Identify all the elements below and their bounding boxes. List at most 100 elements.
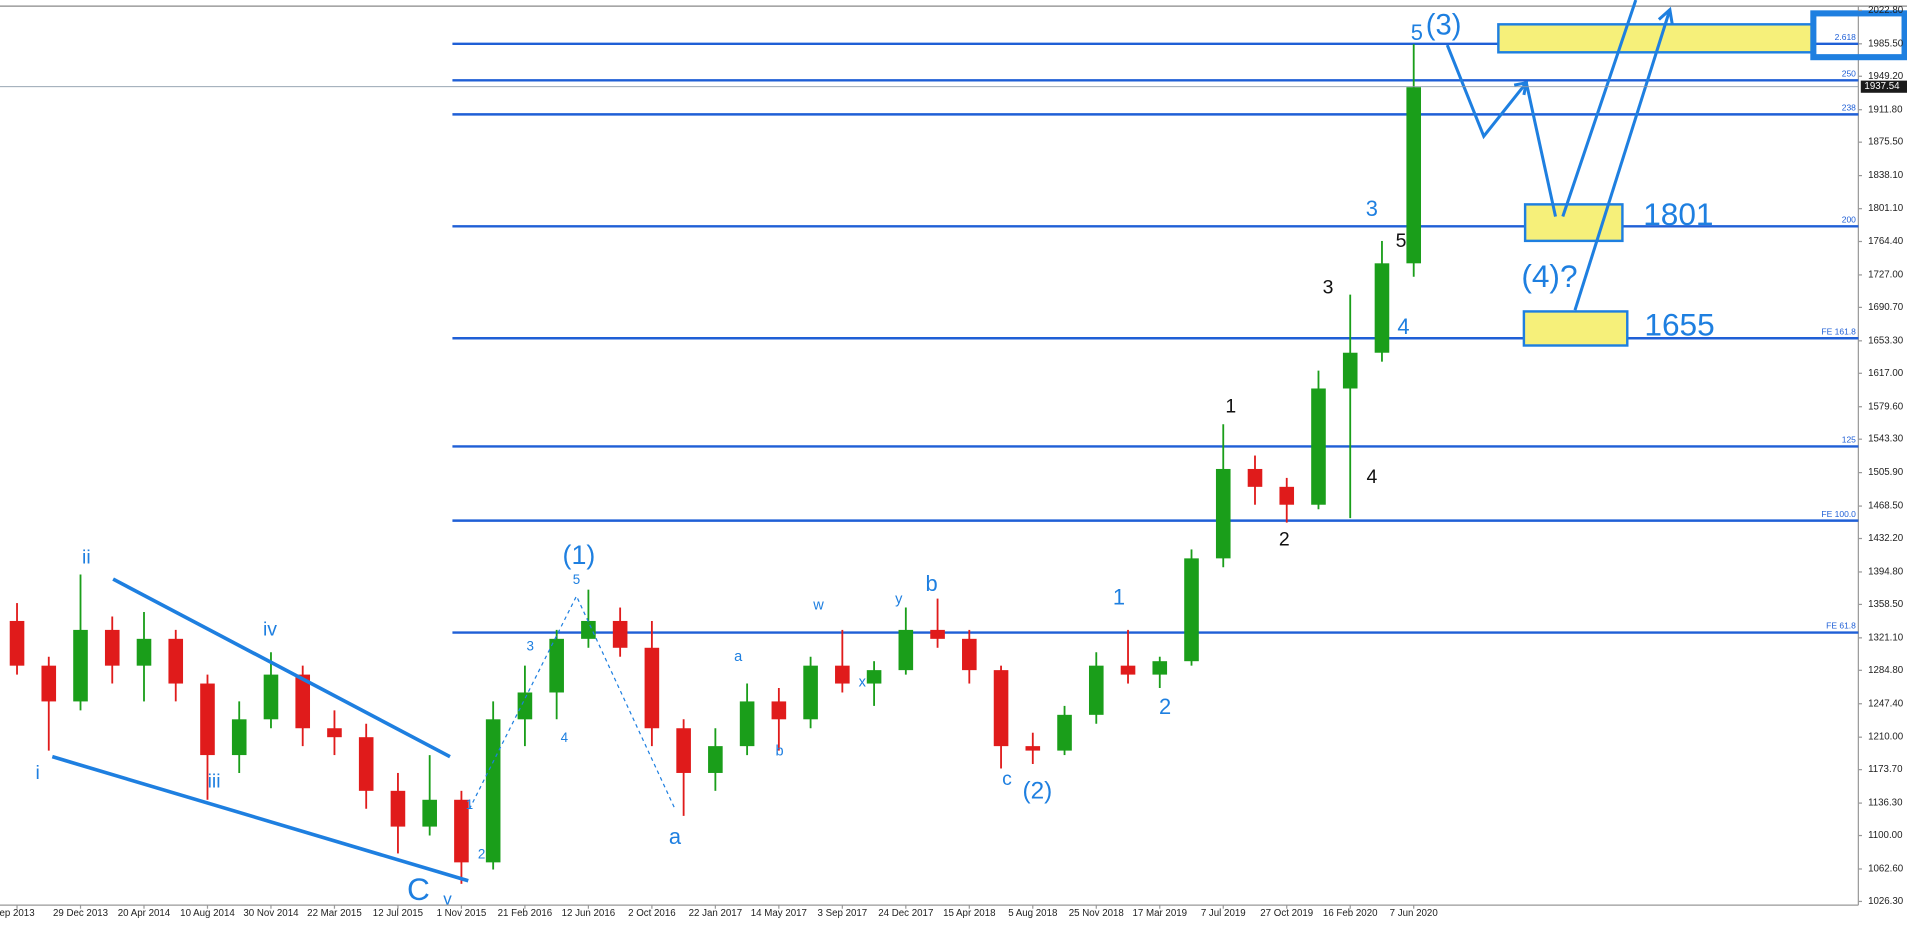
candle-body [422,799,437,827]
candle-body [962,638,977,671]
y-tick-label: 1284.80 [1868,665,1904,676]
y-tick-label: 1727.00 [1868,269,1904,280]
candle-body [866,670,882,684]
x-tick-label: 5 Aug 2018 [1008,908,1057,919]
y-tick-label: 1247.40 [1868,698,1904,709]
y-tick-label: 1173.70 [1868,764,1903,775]
candle-body [9,620,25,666]
candle-body [263,674,279,720]
x-tick-label: 2 Oct 2016 [628,908,676,919]
wave-label: b [776,744,784,760]
candle-body [993,670,1009,747]
wave-label: 1655 [1644,307,1714,343]
y-tick-label: 1801.10 [1868,203,1904,214]
x-tick-label: 22 Jan 2017 [689,908,743,919]
x-tick-label: 22 Mar 2015 [307,908,362,919]
x-tick-label: 3 Sep 2017 [817,908,867,919]
wave-label: ii [82,547,91,569]
wave-label: c [1002,768,1012,790]
wave-label: 1801 [1643,196,1713,232]
y-tick-label: 2022.80 [1868,5,1904,16]
candle-body [41,665,57,702]
y-tick-label: 1062.60 [1868,864,1904,875]
wedge-line [51,754,469,883]
fib-level-label: 250 [1842,68,1856,78]
y-tick-label: 1210.00 [1868,732,1904,743]
y-tick-label: 1358.50 [1868,599,1904,610]
wave-label: (1) [563,540,596,570]
fib-level-label: FE 161.8 [1821,326,1856,336]
wave-label: 4 [1366,466,1377,488]
highlight-box [1810,10,1907,61]
candle-body [390,790,406,827]
wave-label: a [734,649,743,665]
wave-label: iii [208,770,221,792]
wave-label: 5 [1396,230,1407,252]
candle-body [1247,468,1263,487]
candle-body [612,620,628,648]
target-box [1522,310,1629,347]
candle-body [104,629,120,666]
candle-body [771,701,787,720]
candle-body [803,665,818,720]
x-tick-label: 1 Nov 2015 [437,908,487,919]
candle-body [1406,87,1422,264]
wave-label: C [407,871,430,907]
fib-level-label: 125 [1842,435,1856,445]
candle-body [1184,558,1199,662]
candle-body [358,737,374,791]
candle-body [73,629,88,702]
wave-label: a [669,824,682,849]
candle-body [1342,352,1358,389]
x-tick-label: 15 Apr 2018 [943,908,995,919]
target-box [1497,23,1814,54]
y-tick-label: 1985.50 [1868,38,1904,49]
wave-label: 4 [1397,314,1409,339]
candle-body [644,647,660,729]
candle-body [898,629,914,671]
wave-label: iv [263,618,277,640]
drawings [51,0,1907,883]
x-tick-label: 29 Dec 2013 [53,908,108,919]
candle-body [454,799,469,863]
wave-label: 5 [1411,20,1423,45]
fib-level-label: 200 [1842,214,1856,224]
x-tick-label: 27 Oct 2019 [1260,908,1313,919]
y-tick-label: 1394.80 [1868,567,1904,578]
wave-label: (3) [1426,9,1462,41]
fib-level-label: 2.618 [1835,32,1857,42]
candle-body [1025,746,1041,751]
last-price-box [1860,80,1907,93]
candle-body [1311,388,1326,505]
candle-body [549,638,564,693]
fib-level-label: FE 61.8 [1826,621,1856,631]
x-tick-label: 30 Nov 2014 [243,908,299,919]
y-tick-label: 1764.40 [1868,236,1904,247]
wave-label: x [859,674,867,690]
candle-body [835,665,850,684]
wave-label: i [36,762,40,784]
y-tick-label: 1100.00 [1868,830,1903,841]
candle-body [485,719,501,863]
candle-body [1374,263,1390,353]
y-tick-label: 1949.20 [1868,71,1904,82]
y-tick-label: 1026.30 [1868,896,1904,907]
candle-body [708,746,723,773]
x-tick-label: 7 Jul 2019 [1201,908,1246,919]
y-tick-label: 1579.60 [1868,401,1904,412]
wave-label: (4)? [1521,258,1577,294]
x-tick-label: 14 May 2017 [751,908,807,919]
y-tick-label: 1432.20 [1868,533,1904,544]
candle-body [168,638,184,684]
candle-body [231,719,247,756]
wave-label: (2) [1023,777,1053,804]
y-tick-label: 1653.30 [1868,335,1904,346]
projection-arrow [1524,82,1558,217]
candle-body [136,638,152,666]
candle-body [930,629,945,639]
wave-label: 2 [1279,528,1290,550]
wave-label: 5 [573,572,580,587]
candle-body [581,620,596,639]
